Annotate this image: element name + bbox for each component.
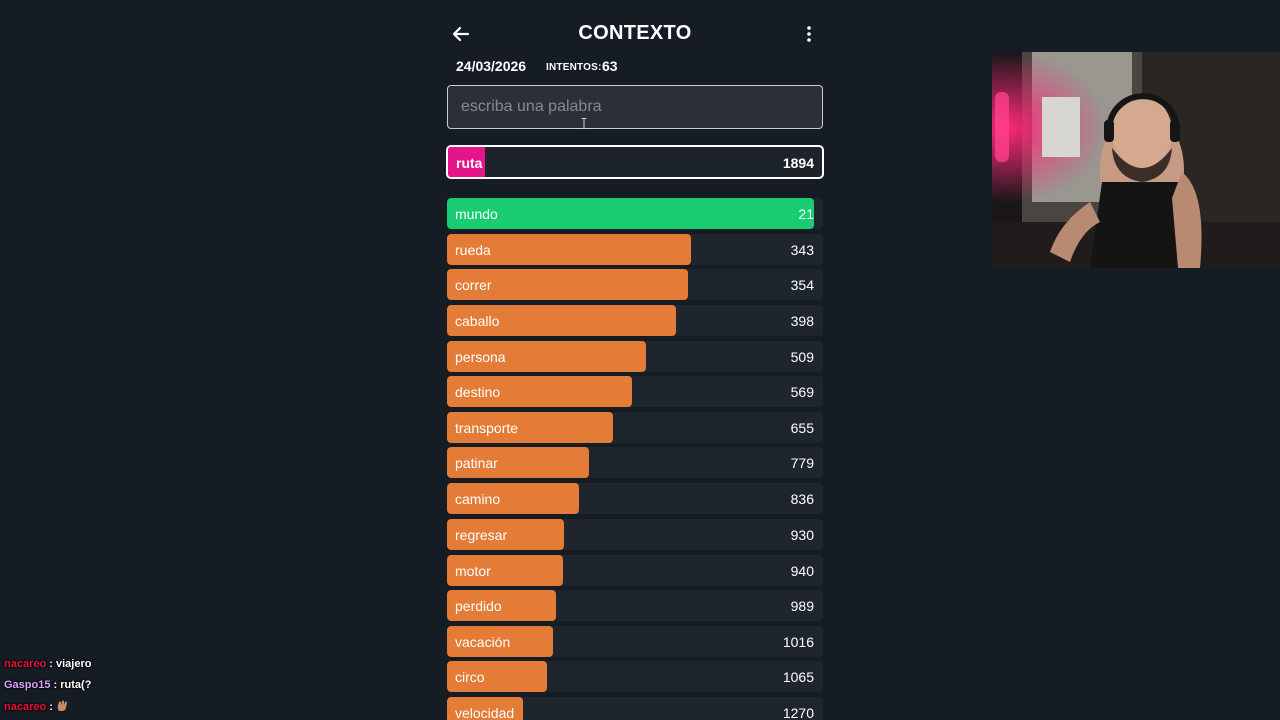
chat-text: ruta(? <box>60 679 92 691</box>
kebab-menu-icon <box>807 26 811 42</box>
guess-row[interactable]: mundo 21 <box>447 198 823 229</box>
attempts-label: INTENTOS: <box>546 62 602 73</box>
guess-word: motor <box>455 563 491 579</box>
chat-username: nacareo <box>4 701 47 713</box>
guess-proximity-bar <box>447 269 689 300</box>
guess-rank: 343 <box>790 242 814 258</box>
streamer-webcam <box>992 52 1280 268</box>
guess-rank: 836 <box>790 491 814 507</box>
current-guess-word: ruta <box>456 155 483 171</box>
guess-proximity-bar <box>447 519 564 550</box>
guess-rank: 989 <box>790 598 814 614</box>
guess-rank: 509 <box>790 349 814 365</box>
back-button[interactable] <box>449 22 473 46</box>
guess-row[interactable]: velocidad 1270 <box>447 697 823 720</box>
guess-proximity-bar <box>447 590 557 621</box>
guess-word: regresar <box>455 527 508 543</box>
guess-rank: 655 <box>790 420 814 436</box>
guess-word: mundo <box>455 206 498 222</box>
guess-row[interactable]: perdido 989 <box>447 590 823 621</box>
guess-row[interactable]: camino 836 <box>447 483 823 514</box>
chat-text: viajero <box>55 658 92 670</box>
guess-proximity-bar <box>447 661 548 692</box>
guess-word: destino <box>455 384 501 400</box>
guess-word: transporte <box>455 420 519 436</box>
guess-row[interactable]: vacación 1016 <box>447 626 823 657</box>
guess-rank: 940 <box>790 563 814 579</box>
guess-row[interactable]: correr 354 <box>447 269 823 300</box>
guess-row[interactable]: patinar 779 <box>447 447 823 478</box>
guess-proximity-bar <box>447 626 553 657</box>
guess-row[interactable]: rueda 343 <box>447 234 823 265</box>
guess-row[interactable]: transporte 655 <box>447 412 823 443</box>
chat-separator: : <box>46 658 56 670</box>
guess-row[interactable]: regresar 930 <box>447 519 823 550</box>
guess-proximity-bar <box>447 412 613 443</box>
chat-separator: : <box>46 701 56 713</box>
hand-emote-icon <box>57 700 67 711</box>
guess-word: vacación <box>455 634 511 650</box>
guess-rank: 569 <box>790 384 814 400</box>
current-guess-fill <box>448 147 486 177</box>
guess-row[interactable]: caballo 398 <box>447 305 823 336</box>
guess-word: patinar <box>455 455 498 471</box>
guess-word: camino <box>455 491 501 507</box>
attempts-count: 63 <box>602 58 618 74</box>
chat-message: Gaspo15 : ruta(? <box>4 679 204 700</box>
guess-proximity-bar <box>447 341 646 372</box>
current-guess-row: ruta 1894 <box>446 145 824 179</box>
chat-username: nacareo <box>4 658 47 670</box>
current-guess-rank: 1894 <box>782 155 814 171</box>
guess-rank: 354 <box>790 277 814 293</box>
webcam-image <box>992 52 1280 268</box>
guess-proximity-bar <box>447 305 676 336</box>
guess-proximity-bar <box>447 697 523 720</box>
word-input[interactable] <box>447 85 823 129</box>
guess-word: circo <box>455 669 485 685</box>
guess-proximity-bar <box>447 234 692 265</box>
chat-username: Gaspo15 <box>4 679 51 691</box>
guess-proximity-bar <box>447 483 579 514</box>
guess-row[interactable]: motor 940 <box>447 555 823 586</box>
guess-word: persona <box>455 349 506 365</box>
guess-rank: 930 <box>790 527 814 543</box>
guess-word: rueda <box>455 242 491 258</box>
guess-row[interactable]: persona 509 <box>447 341 823 372</box>
guess-rank: 398 <box>790 313 814 329</box>
guess-rank: 1016 <box>782 634 814 650</box>
guess-rank: 1065 <box>782 669 814 685</box>
arrow-left-icon <box>452 26 470 42</box>
menu-button[interactable] <box>799 22 819 46</box>
chat-message: nacareo : viajero <box>4 658 204 679</box>
text-cursor-icon <box>581 118 587 129</box>
page-title: CONTEXTO <box>578 22 692 44</box>
game-date: 24/03/2026 <box>456 58 527 74</box>
guess-rank: 1270 <box>782 705 814 720</box>
guess-word: perdido <box>455 598 502 614</box>
chat-message: nacareo : <box>4 700 204 720</box>
guess-proximity-bar <box>447 447 590 478</box>
guess-word: caballo <box>455 313 500 329</box>
chat-overlay: nacareo : viajero Gaspo15 : ruta(? nacar… <box>4 658 204 720</box>
chat-separator: : <box>50 679 61 691</box>
guess-proximity-bar <box>447 555 564 586</box>
guess-row[interactable]: destino 569 <box>447 376 823 407</box>
guess-word: velocidad <box>455 705 515 720</box>
guess-proximity-bar <box>447 198 814 229</box>
guess-row[interactable]: circo 1065 <box>447 661 823 692</box>
guess-rank: 779 <box>790 455 814 471</box>
guess-word: correr <box>455 277 492 293</box>
guess-rank: 21 <box>798 206 814 222</box>
guess-proximity-bar <box>447 376 632 407</box>
